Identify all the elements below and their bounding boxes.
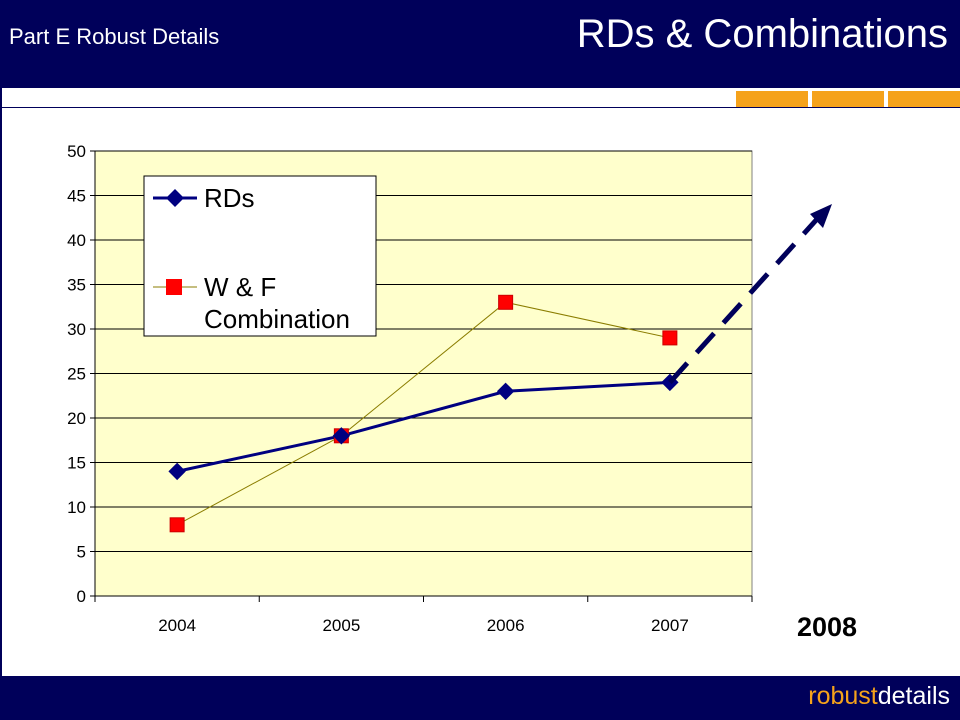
frame-line bbox=[0, 88, 2, 676]
y-tick-label: 40 bbox=[67, 231, 86, 250]
series-line-wf-combination bbox=[176, 301, 670, 526]
projection-arrow-line bbox=[668, 216, 820, 385]
legend-box bbox=[143, 175, 377, 337]
divider bbox=[0, 107, 960, 108]
accent-block bbox=[812, 91, 884, 107]
legend-label-wf: W & F bbox=[204, 272, 276, 302]
data-point-wf-combination bbox=[169, 517, 185, 533]
data-point-rds bbox=[496, 382, 515, 401]
brand-part-details: details bbox=[877, 682, 950, 710]
brand-logo: robustdetails bbox=[808, 682, 950, 711]
x-tick-label: 2006 bbox=[487, 616, 525, 635]
y-tick-label: 20 bbox=[67, 409, 86, 428]
y-tick-label: 0 bbox=[77, 587, 86, 606]
legend-marker-rds bbox=[166, 189, 184, 207]
data-point-wf-combination bbox=[662, 330, 678, 346]
header-bar bbox=[0, 0, 960, 88]
projection-arrow-head bbox=[810, 204, 832, 228]
projection-label: 2008 bbox=[797, 612, 857, 642]
y-tick-label: 25 bbox=[67, 365, 86, 384]
header-subtitle: Part E Robust Details bbox=[9, 24, 220, 49]
series-line-rds bbox=[176, 380, 670, 473]
legend-marker-wf-combination bbox=[166, 279, 182, 295]
y-tick-label: 5 bbox=[77, 543, 86, 562]
data-point-rds bbox=[332, 427, 351, 445]
y-tick-label: 50 bbox=[67, 142, 86, 161]
accent-block bbox=[888, 91, 960, 107]
y-tick-label: 15 bbox=[67, 454, 86, 473]
y-tick-label: 45 bbox=[67, 187, 86, 206]
y-tick-label: 35 bbox=[67, 276, 86, 295]
x-tick-label: 2004 bbox=[158, 616, 196, 635]
brand-part-robust: robust bbox=[808, 682, 878, 710]
accent-block bbox=[736, 91, 808, 107]
footer-bar bbox=[0, 676, 960, 720]
y-tick-label: 30 bbox=[67, 320, 86, 339]
y-tick-label: 10 bbox=[67, 498, 86, 517]
x-tick-label: 2007 bbox=[651, 616, 689, 635]
legend-label-rds: RDs bbox=[204, 183, 255, 213]
data-point-rds bbox=[168, 462, 186, 481]
x-tick-label: 2005 bbox=[322, 616, 360, 635]
page-title: RDs & Combinations bbox=[576, 12, 948, 56]
data-point-wf-combination bbox=[498, 294, 514, 310]
legend-label-combination: Combination bbox=[204, 304, 350, 334]
